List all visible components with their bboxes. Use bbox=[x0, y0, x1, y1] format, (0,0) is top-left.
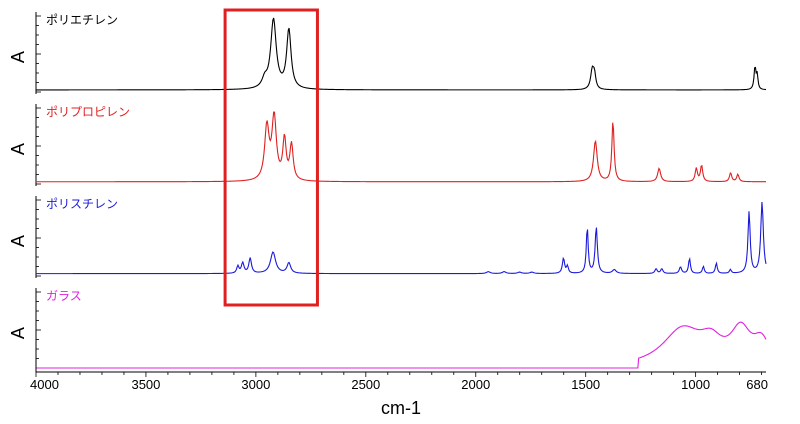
x-tick-label: 3500 bbox=[131, 377, 160, 392]
x-tick-label: 1500 bbox=[571, 377, 600, 392]
y-axis-label: A bbox=[8, 143, 28, 155]
series-line bbox=[36, 17, 767, 91]
spectrum-panel: A ポリプロピレン bbox=[8, 104, 766, 186]
spectrum-panel: A ポリスチレン bbox=[8, 196, 767, 278]
x-tick-label: 1000 bbox=[681, 377, 710, 392]
x-tick-label: 680 bbox=[746, 377, 768, 392]
x-tick-label: 4000 bbox=[30, 377, 59, 392]
spectra-panels: A ポリエチレン A ポリプロピレン A ポリスチレン A ガラス bbox=[8, 12, 767, 370]
series-line bbox=[36, 201, 767, 275]
series-label: ガラス bbox=[46, 289, 82, 303]
x-tick-label: 3000 bbox=[241, 377, 270, 392]
spectrum-panel: A ポリエチレン bbox=[8, 12, 767, 94]
series-line bbox=[36, 321, 767, 369]
series-line bbox=[36, 111, 766, 183]
x-tick-label: 2000 bbox=[461, 377, 490, 392]
spectrum-panel: A ガラス bbox=[8, 288, 767, 370]
y-axis-label: A bbox=[8, 327, 28, 339]
highlight-layer bbox=[223, 8, 319, 307]
y-axis-label: A bbox=[8, 235, 28, 247]
highlight-box bbox=[223, 8, 319, 307]
series-label: ポリスチレン bbox=[46, 197, 118, 211]
x-axis: 4000 3500 3000 2500 2000 1500 1000 680 cm-1 bbox=[30, 288, 768, 418]
series-label: ポリエチレン bbox=[46, 13, 118, 27]
x-axis-label: cm-1 bbox=[381, 398, 421, 418]
series-label: ポリプロピレン bbox=[46, 105, 130, 119]
y-axis-label: A bbox=[8, 51, 28, 63]
x-tick-label: 2500 bbox=[351, 377, 380, 392]
